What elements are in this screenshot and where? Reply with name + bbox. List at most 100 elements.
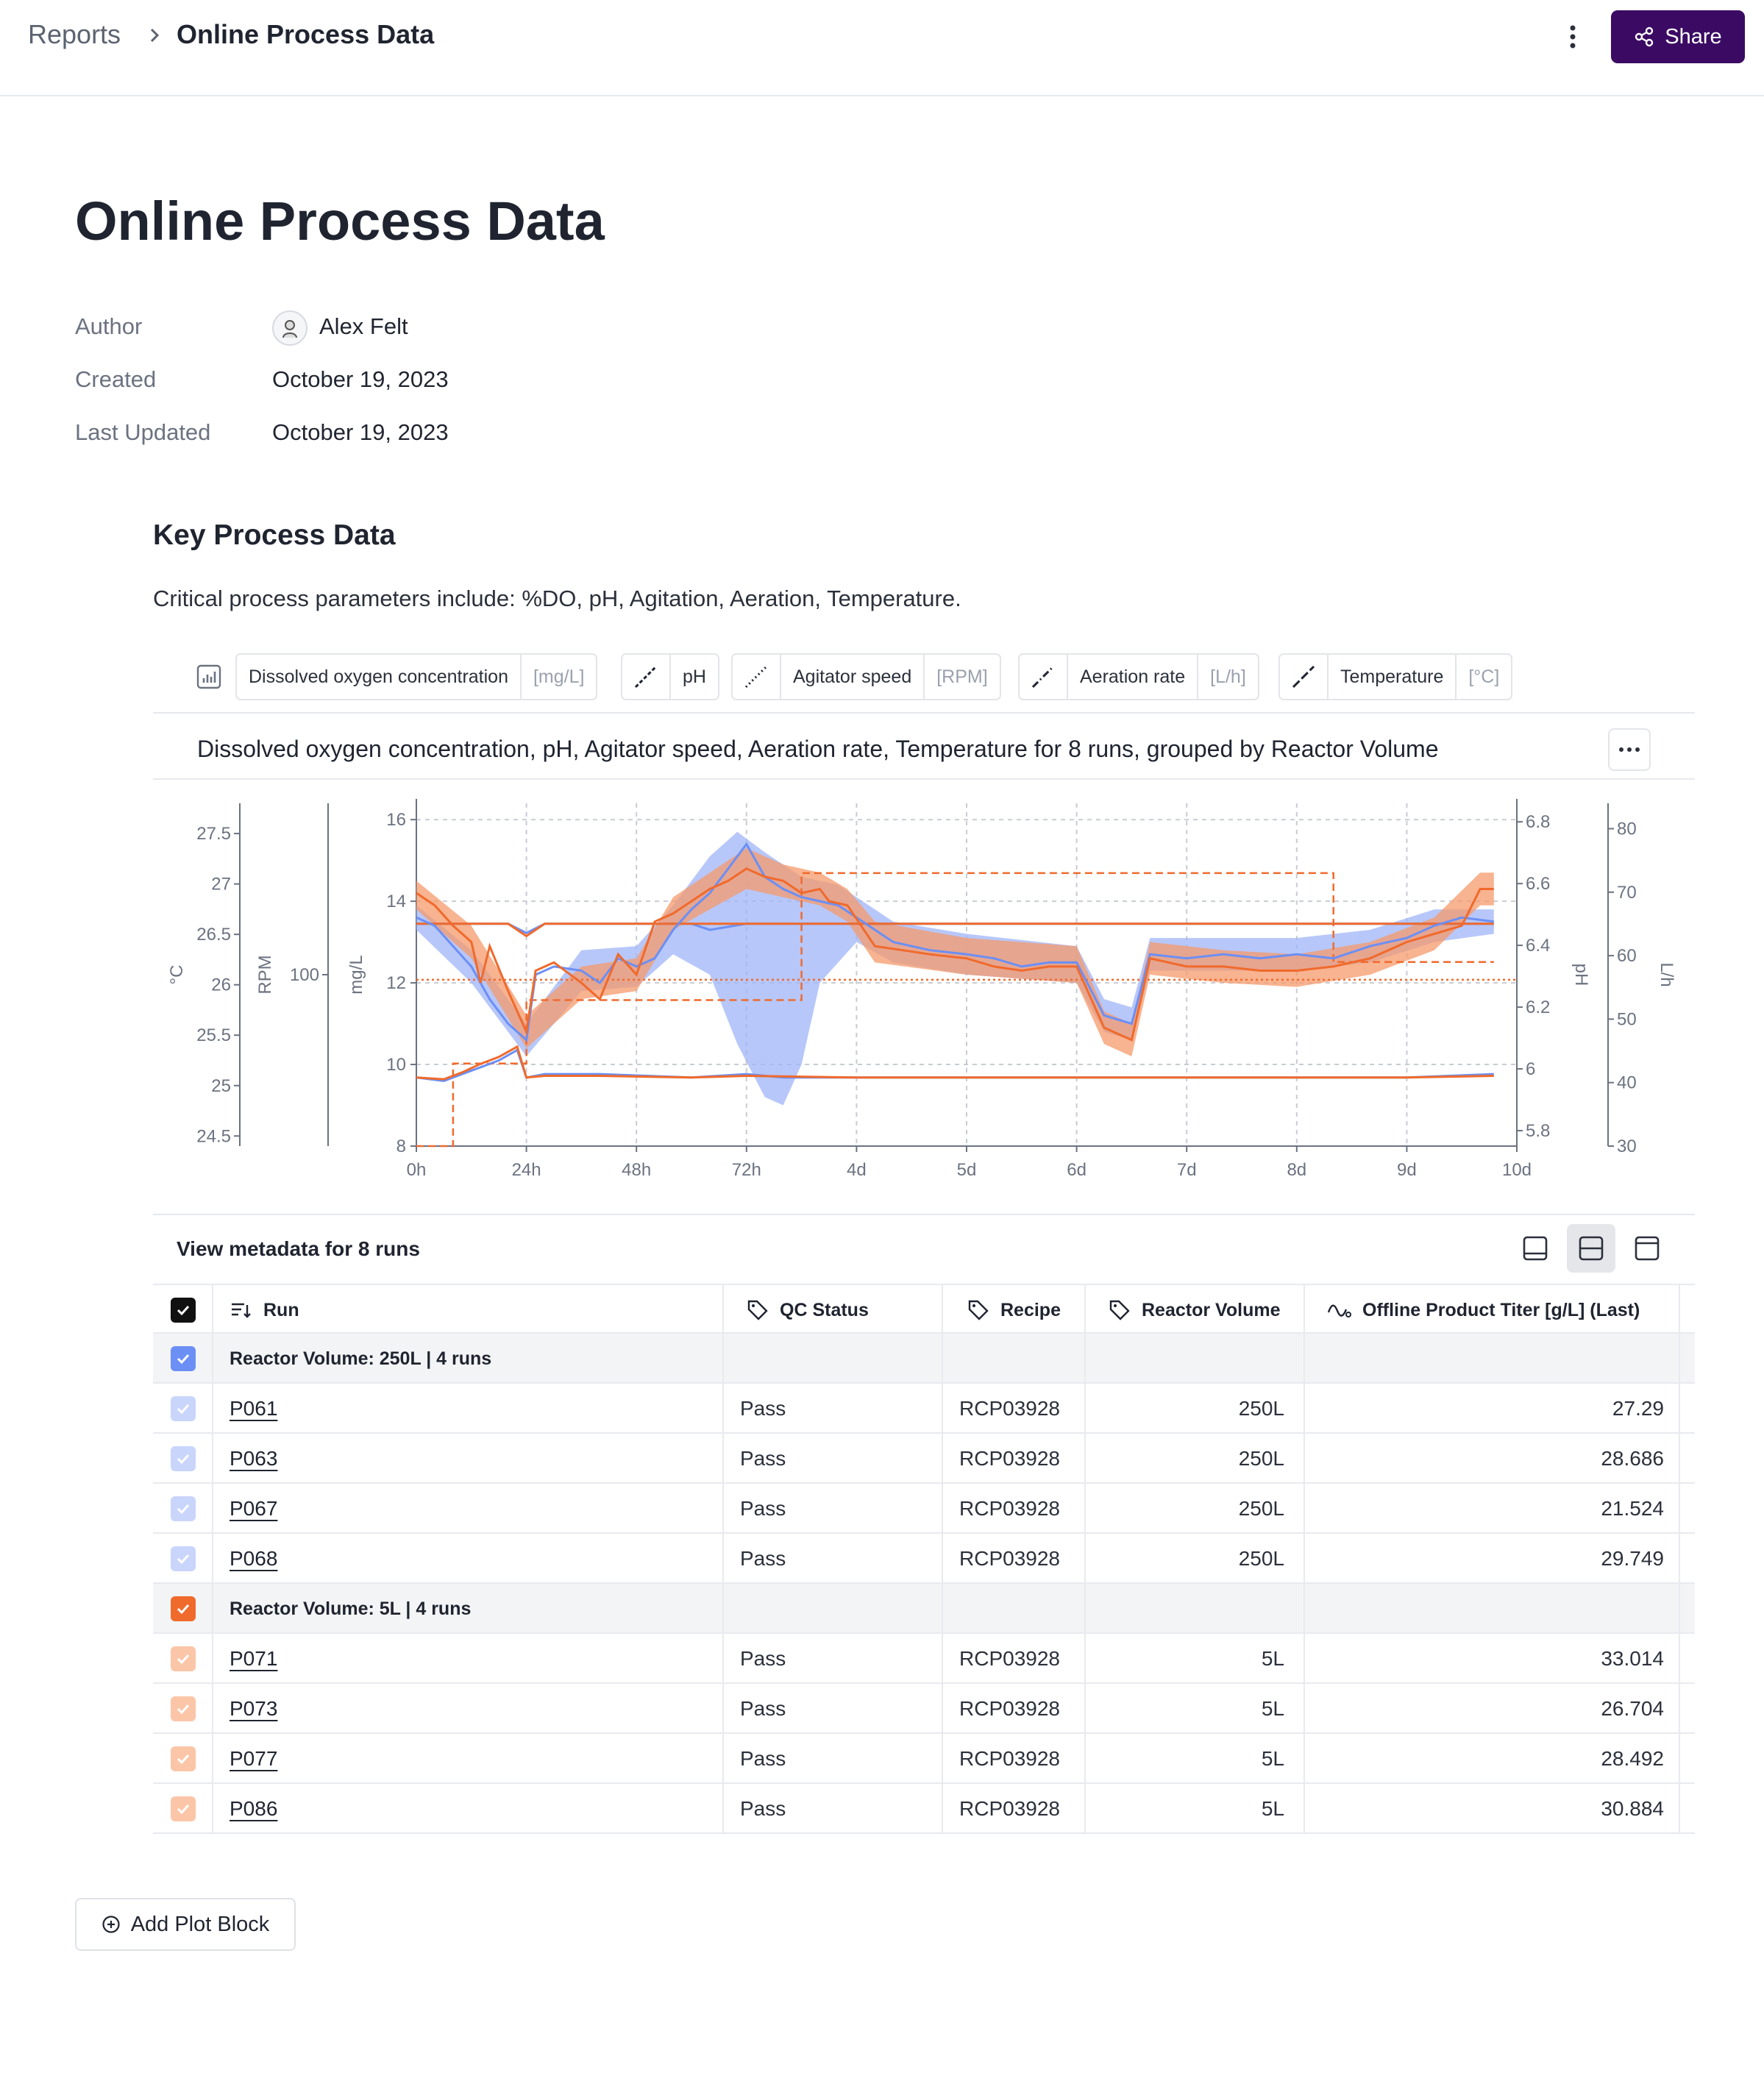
reactor-volume-cell: 250L bbox=[1238, 1397, 1284, 1420]
row-checkbox[interactable] bbox=[171, 1484, 196, 1534]
ph-line-5L bbox=[416, 922, 1494, 938]
chip-ph[interactable]: pH bbox=[621, 653, 719, 700]
row-checkbox[interactable] bbox=[171, 1384, 196, 1434]
run-link[interactable]: P086 bbox=[230, 1797, 278, 1820]
row-checkbox[interactable] bbox=[171, 1784, 196, 1834]
chart-type-icon[interactable] bbox=[196, 664, 222, 690]
qc-status-cell: Pass bbox=[740, 1697, 786, 1720]
group-row[interactable]: Reactor Volume: 250L | 4 runs bbox=[153, 1334, 1695, 1384]
share-label: Share bbox=[1665, 24, 1722, 49]
aeration-tick-label: 70 bbox=[1617, 883, 1637, 903]
table-row: P077 Pass RCP03928 5L 28.492 bbox=[153, 1734, 1695, 1784]
run-link[interactable]: P063 bbox=[230, 1447, 278, 1470]
select-all-checkbox[interactable] bbox=[171, 1285, 196, 1335]
chevron-right-icon bbox=[150, 28, 160, 43]
run-link[interactable]: P061 bbox=[230, 1397, 278, 1420]
divider bbox=[153, 712, 1695, 714]
temperature-tick-label: 27.5 bbox=[196, 824, 231, 844]
x-tick-label: 8d bbox=[1287, 1160, 1306, 1180]
x-tick-label: 5d bbox=[957, 1160, 977, 1180]
more-options-icon[interactable] bbox=[1558, 22, 1587, 51]
run-cell: P067 bbox=[230, 1484, 277, 1534]
table-row: P073 Pass RCP03928 5L 26.704 bbox=[153, 1684, 1695, 1734]
run-link[interactable]: P071 bbox=[230, 1647, 278, 1670]
column-divider bbox=[942, 1284, 943, 1834]
row-checkbox[interactable] bbox=[171, 1734, 196, 1784]
run-link[interactable]: P068 bbox=[230, 1547, 278, 1570]
row-checkbox[interactable] bbox=[171, 1534, 196, 1584]
author-label: Author bbox=[75, 313, 143, 339]
section-description: Critical process parameters include: %DO… bbox=[153, 586, 961, 611]
chart-more-icon[interactable] bbox=[1608, 728, 1651, 771]
dash-dot-line-icon bbox=[1020, 655, 1068, 699]
titer-cell: 27.29 bbox=[1612, 1397, 1664, 1420]
ph-tick-label: 6 bbox=[1526, 1059, 1535, 1079]
group-row[interactable]: Reactor Volume: 5L | 4 runs bbox=[153, 1584, 1695, 1634]
group-label: Reactor Volume: 250L | 4 runs bbox=[230, 1348, 492, 1369]
process-chart[interactable]: 0h 24h 48h 72h 4d 5d 6d 7d 8d 9d 10d 27.5 27 26.5 26 25… bbox=[153, 787, 1695, 1206]
ph-line-250L bbox=[416, 922, 1494, 934]
column-reactor-volume[interactable]: Reactor Volume bbox=[1108, 1285, 1280, 1335]
chip-temperature[interactable]: Temperature [°C] bbox=[1278, 653, 1513, 700]
qc-status-cell: Pass bbox=[740, 1397, 786, 1420]
column-divider bbox=[722, 1284, 724, 1834]
ph-tick-label: 5.8 bbox=[1526, 1121, 1550, 1141]
table-row: P068 Pass RCP03928 250L 29.749 bbox=[153, 1534, 1695, 1584]
x-tick-label: 48h bbox=[622, 1160, 651, 1180]
run-link[interactable]: P073 bbox=[230, 1697, 278, 1720]
column-run[interactable]: Run bbox=[230, 1285, 299, 1335]
reactor-volume-cell: 5L bbox=[1261, 1797, 1284, 1820]
row-checkbox[interactable] bbox=[171, 1684, 196, 1734]
row-checkbox[interactable] bbox=[171, 1434, 196, 1484]
chip-dissolved-oxygen[interactable]: Dissolved oxygen concentration [mg/L] bbox=[235, 653, 598, 700]
share-button[interactable]: Share bbox=[1611, 10, 1745, 63]
group-checkbox[interactable] bbox=[171, 1334, 196, 1384]
titer-cell: 21.524 bbox=[1601, 1497, 1664, 1520]
breadcrumb-reports[interactable]: Reports bbox=[28, 19, 121, 49]
titer-cell: 29.749 bbox=[1601, 1547, 1664, 1570]
recipe-cell: RCP03928 bbox=[959, 1647, 1060, 1670]
qc-status-cell: Pass bbox=[740, 1747, 786, 1770]
x-tick-label: 24h bbox=[512, 1160, 541, 1180]
add-plot-block-button[interactable]: Add Plot Block bbox=[75, 1898, 296, 1951]
aeration-tick-label: 40 bbox=[1617, 1073, 1637, 1093]
titer-cell: 26.704 bbox=[1601, 1697, 1664, 1720]
qc-status-cell: Pass bbox=[740, 1547, 786, 1570]
recipe-cell: RCP03928 bbox=[959, 1547, 1060, 1570]
temperature-tick-label: 26 bbox=[211, 975, 231, 995]
row-checkbox[interactable] bbox=[171, 1634, 196, 1684]
avatar bbox=[272, 310, 307, 346]
table-header-row: Run QC Status Recipe Reactor Volume Offl… bbox=[153, 1284, 1695, 1334]
chip-unit: [°C] bbox=[1455, 655, 1511, 699]
aeration-line-5L bbox=[416, 872, 1494, 1148]
chip-label: Temperature bbox=[1340, 666, 1444, 687]
group-checkbox[interactable] bbox=[171, 1584, 196, 1634]
panel-top-icon[interactable] bbox=[1623, 1224, 1671, 1273]
chip-agitator-speed[interactable]: Agitator speed [RPM] bbox=[731, 653, 1001, 700]
aeration-tick-label: 50 bbox=[1617, 1009, 1637, 1029]
divider bbox=[153, 778, 1695, 780]
add-plot-block-label: Add Plot Block bbox=[130, 1912, 270, 1936]
run-link[interactable]: P067 bbox=[230, 1497, 278, 1520]
chart-title: Dissolved oxygen concentration, pH, Agit… bbox=[197, 736, 1439, 762]
column-qc-status[interactable]: QC Status bbox=[746, 1285, 869, 1335]
reactor-volume-cell: 250L bbox=[1238, 1547, 1284, 1570]
titer-cell: 33.014 bbox=[1601, 1647, 1664, 1670]
qc-status-cell: Pass bbox=[740, 1797, 786, 1820]
dashed-line-icon bbox=[622, 655, 671, 699]
x-tick-label: 0h bbox=[407, 1160, 427, 1180]
divider bbox=[153, 1214, 1695, 1215]
column-divider bbox=[212, 1284, 213, 1834]
updated-date: October 19, 2023 bbox=[272, 419, 449, 445]
column-offline-titer[interactable]: Offline Product Titer [g/L] (Last) bbox=[1327, 1285, 1640, 1335]
temperature-tick-label: 25.5 bbox=[196, 1025, 231, 1045]
column-recipe[interactable]: Recipe bbox=[967, 1285, 1061, 1335]
chip-aeration-rate[interactable]: Aeration rate [L/h] bbox=[1018, 653, 1259, 700]
run-link[interactable]: P077 bbox=[230, 1747, 278, 1770]
dash-line-icon bbox=[1280, 655, 1329, 699]
panel-bottom-icon[interactable] bbox=[1511, 1224, 1559, 1273]
ph-tick-label: 6.4 bbox=[1526, 936, 1550, 956]
panel-split-icon[interactable] bbox=[1567, 1224, 1615, 1273]
qc-status-cell: Pass bbox=[740, 1497, 786, 1520]
chip-unit: [L/h] bbox=[1197, 655, 1258, 699]
